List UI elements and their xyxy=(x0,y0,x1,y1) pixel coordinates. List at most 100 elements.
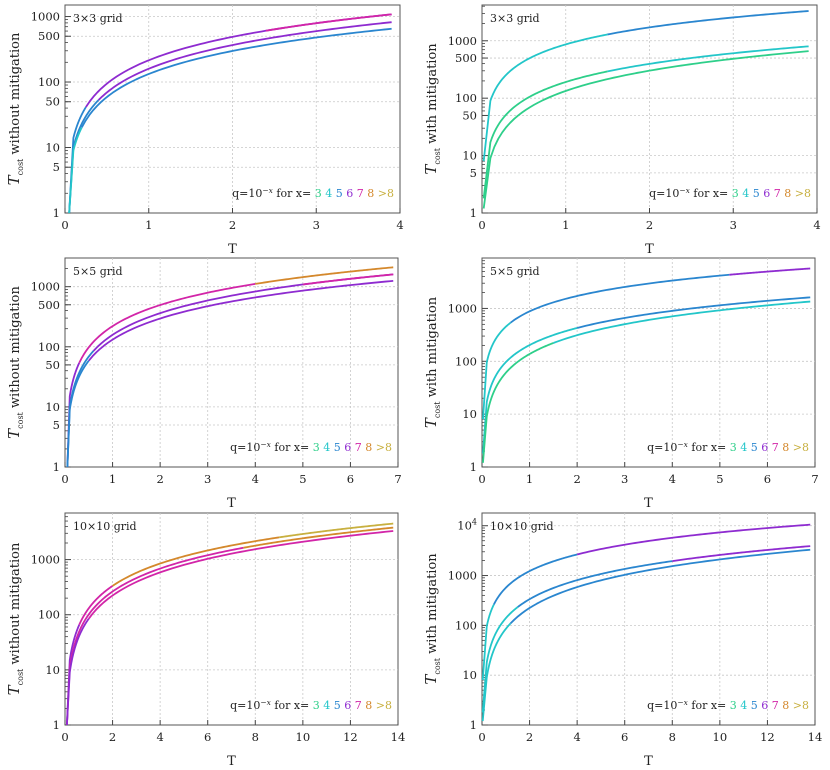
x-tick-label: 4 xyxy=(156,730,163,744)
legend-suffix: for x= xyxy=(273,187,315,200)
x-tick-label: 2 xyxy=(229,218,236,232)
x-tick-label: 0 xyxy=(478,730,485,744)
y-tick-label: 100 xyxy=(38,75,60,89)
legend-entry-4: 4 xyxy=(323,699,334,712)
legend-entry-7: 7 xyxy=(772,441,783,454)
x-tick-label: 12 xyxy=(760,730,775,744)
x-tick-label: 0 xyxy=(478,218,485,232)
x-tick-label: 3 xyxy=(204,472,211,486)
x-tick-label: 0 xyxy=(61,218,68,232)
x-tick-label: 12 xyxy=(343,730,358,744)
x-tick-label: 0 xyxy=(61,730,68,744)
x-tick-label: 7 xyxy=(811,472,818,486)
y-axis-title: Tcost without mitigation xyxy=(5,286,25,439)
series-line-middle-2 xyxy=(243,526,394,549)
legend-entry-7: 7 xyxy=(774,187,785,200)
legend-entry-5: 5 xyxy=(751,441,762,454)
series-line-upper-2 xyxy=(510,273,730,324)
x-axis-title: T xyxy=(227,754,236,769)
series-line-lower-2 xyxy=(553,300,811,344)
plot-frame xyxy=(64,257,399,468)
panel-title: 10×10 grid xyxy=(73,520,137,533)
x-tick-label: 4 xyxy=(396,218,403,232)
legend-entry-4: 4 xyxy=(325,187,336,200)
legend-entry-3: 3 xyxy=(730,699,741,712)
y-tick-label: 10 xyxy=(462,149,477,163)
y-tick-label: 50 xyxy=(462,108,477,122)
series-line-middle-1 xyxy=(66,546,244,726)
y-tick-label: 5 xyxy=(53,418,60,432)
x-tick-label: 2 xyxy=(646,218,653,232)
legend-entry-5: 5 xyxy=(753,187,764,200)
series-line-middle-2 xyxy=(517,560,673,608)
series-line-middle-2 xyxy=(97,21,392,101)
x-tick-label: 2 xyxy=(526,730,533,744)
legend-entry-gt8: >8 xyxy=(376,441,392,454)
legend-entry-gt8: >8 xyxy=(793,699,809,712)
y-axis-title-main: T xyxy=(5,684,23,695)
y-axis-title-rest: with mitigation xyxy=(425,553,440,658)
legend-entry-3: 3 xyxy=(313,699,324,712)
legend-prefix: q=10 xyxy=(647,441,677,454)
x-tick-label: 14 xyxy=(808,730,823,744)
series-line-middle-1 xyxy=(481,606,519,713)
panel-title: 3×3 grid xyxy=(490,12,540,25)
x-axis-title: T xyxy=(644,496,653,511)
legend-entry-gt8: >8 xyxy=(376,699,392,712)
y-tick-label: 100 xyxy=(38,608,60,622)
y-tick-label: 5 xyxy=(53,160,60,174)
y-axis-title-sub: cost xyxy=(16,411,25,428)
legend-entry-6: 6 xyxy=(761,441,772,454)
series-line-upper-3 xyxy=(265,13,392,32)
legend-entry-8: 8 xyxy=(365,441,376,454)
y-tick-label: 1000 xyxy=(31,10,60,24)
x-tick-label: 2 xyxy=(109,730,116,744)
y-axis-title-sub: cost xyxy=(433,147,442,164)
y-tick-label: 10 xyxy=(462,668,477,682)
x-tick-label: 2 xyxy=(573,472,580,486)
x-tick-label: 10 xyxy=(713,730,728,744)
x-tick-label: 4 xyxy=(252,472,259,486)
y-tick-label: 1 xyxy=(470,206,477,220)
x-tick-label: 8 xyxy=(669,730,676,744)
y-tick-label: 10 xyxy=(45,400,60,414)
y-tick-label: 50 xyxy=(45,95,60,109)
panel-title: 5×5 grid xyxy=(490,265,540,278)
x-tick-label: 3 xyxy=(621,472,628,486)
y-axis-title-rest: with mitigation xyxy=(425,43,440,148)
series-line-lower-1 xyxy=(66,618,90,726)
legend: q=10−x for x= 3 4 5 6 7 8 >8 xyxy=(649,186,811,200)
legend-suffix: for x= xyxy=(688,441,730,454)
series-line-upper-3 xyxy=(112,536,280,587)
legend-entry-7: 7 xyxy=(357,187,368,200)
legend-entry-6: 6 xyxy=(763,187,774,200)
plot-frame xyxy=(481,257,816,468)
y-tick-label: 100 xyxy=(38,340,60,354)
x-tick-label: 3 xyxy=(313,218,320,232)
series-line-middle-1 xyxy=(66,350,95,468)
y-tick-label: 1000 xyxy=(448,34,477,48)
series-line-lower-2 xyxy=(509,548,811,625)
legend-entry-7: 7 xyxy=(772,699,783,712)
legend: q=10−x for x= 3 4 5 6 7 8 >8 xyxy=(647,440,809,454)
y-axis-title-sub: cost xyxy=(433,401,442,418)
plot-frame xyxy=(64,512,399,726)
y-tick-label: 1000 xyxy=(448,569,477,583)
y-tick-label: 1 xyxy=(53,206,60,220)
y-tick-label: 1 xyxy=(470,460,477,474)
series-line-upper-1 xyxy=(481,603,495,681)
legend-entry-5: 5 xyxy=(336,187,347,200)
y-tick-label: 1000 xyxy=(448,301,477,315)
y-tick-label: 50 xyxy=(45,358,60,372)
legend-entry-8: 8 xyxy=(782,699,793,712)
series-line-middle-1 xyxy=(482,70,608,199)
series-line-upper-2 xyxy=(78,283,256,364)
legend-entry-4: 4 xyxy=(740,441,751,454)
series-line-middle-3 xyxy=(302,273,394,286)
y-axis-title-main: T xyxy=(422,417,440,428)
legend-entry-5: 5 xyxy=(334,441,345,454)
